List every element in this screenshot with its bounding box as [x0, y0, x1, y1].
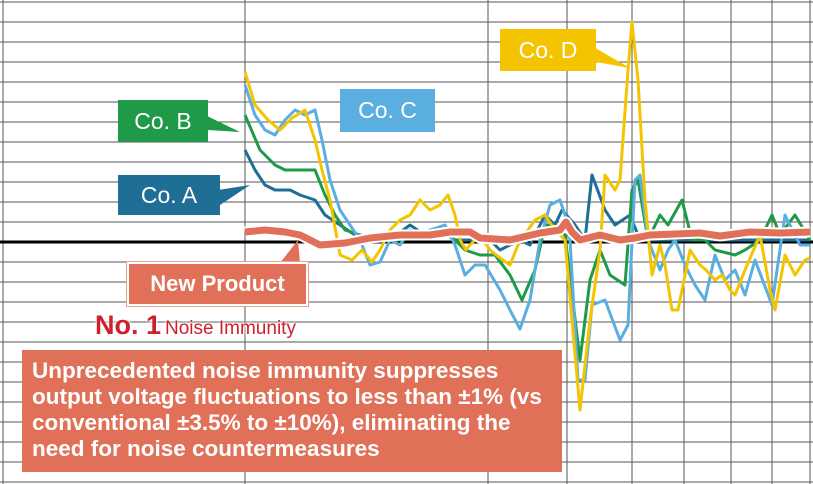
- label-co-b: Co. B: [118, 100, 208, 142]
- new-product-pointer: [280, 240, 300, 263]
- rank-subject: Noise Immunity: [165, 318, 296, 339]
- series-new-product-line: [244, 218, 811, 249]
- series-co-b-line: [243, 114, 812, 362]
- series-co-c-line: [243, 84, 810, 382]
- co-d-pointer: [590, 45, 630, 68]
- co-a-pointer: [218, 185, 250, 205]
- co-b-pointer: [205, 115, 240, 132]
- rank-caption: No. 1 Noise Immunity: [95, 310, 296, 341]
- label-co-a: Co. A: [118, 175, 220, 215]
- label-new-product: New Product: [127, 262, 308, 306]
- series-co-d-line: [243, 20, 811, 412]
- rank-number: No. 1: [95, 310, 162, 340]
- label-co-d: Co. D: [500, 29, 596, 71]
- label-co-c: Co. C: [340, 89, 435, 132]
- message-box: Unprecedented noise immunity suppresses …: [22, 350, 562, 472]
